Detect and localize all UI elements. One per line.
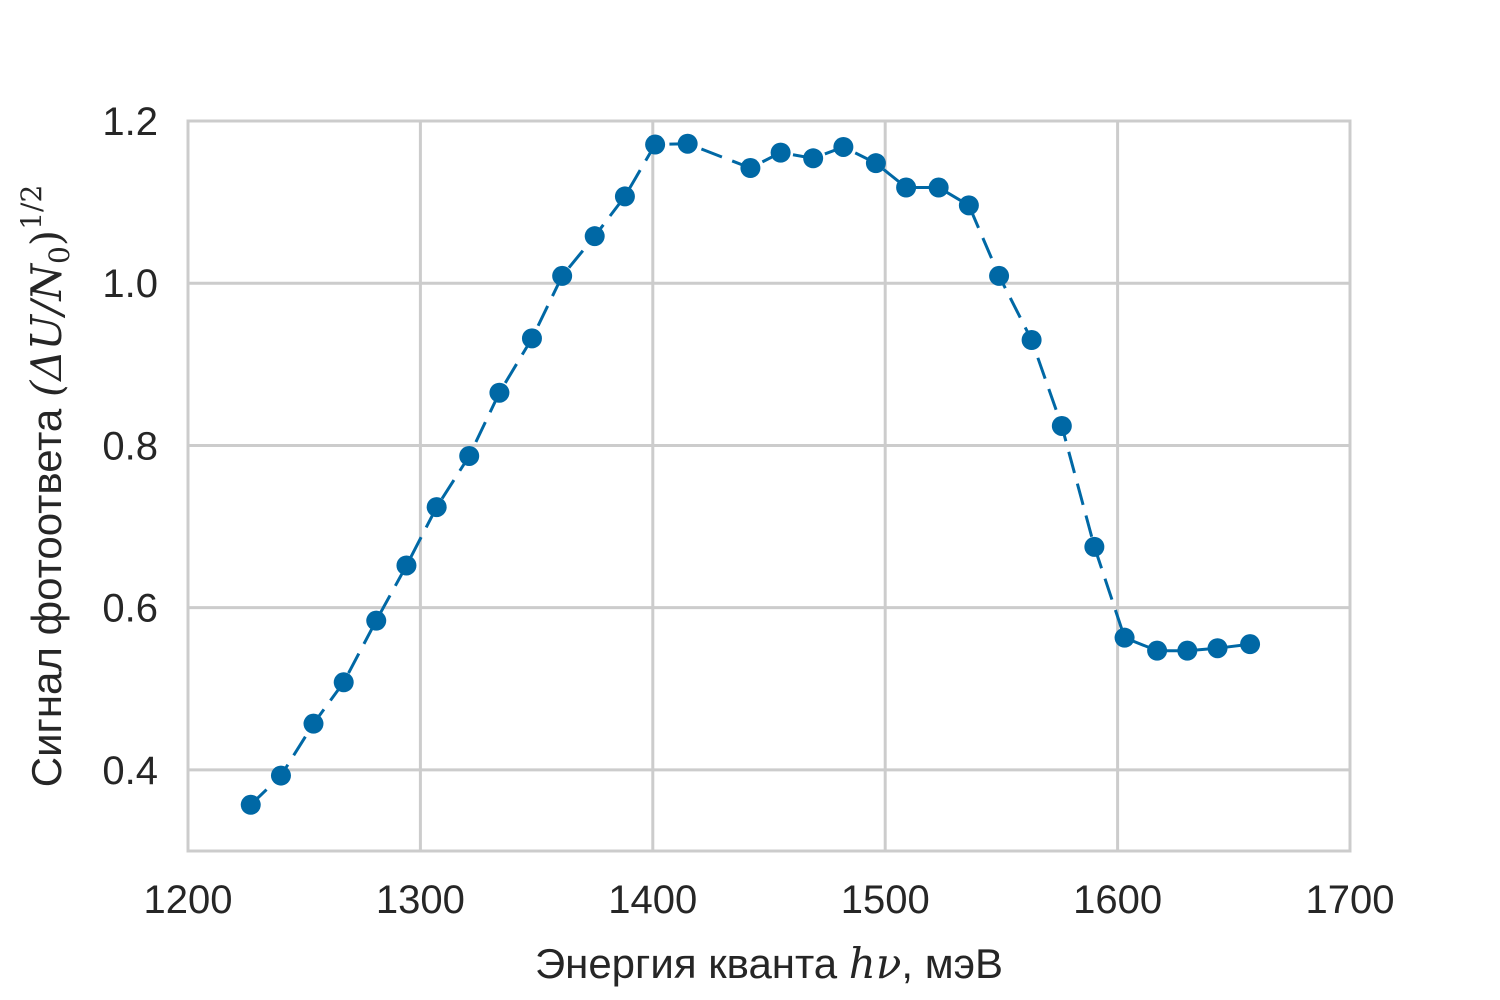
data-point [1021,330,1042,350]
y-axis-title-math: (ΔU/N [22,263,71,397]
data-point [552,265,573,286]
data-point [396,555,417,576]
data-point [833,136,854,157]
data-point [270,765,291,786]
data-point [303,713,324,734]
x-tick-labels: 1200 1300 1400 1500 1600 1700 [144,878,1395,922]
y-axis-title-sup: 1/2 [15,185,48,230]
x-tick-label: 1200 [144,878,233,922]
y-tick-labels: 0.4 0.6 0.8 1.0 1.2 [102,100,158,793]
data-point [584,226,605,247]
y-axis-title-close: ) [22,230,71,246]
data-point [740,158,761,179]
data-point [459,445,480,466]
data-point [677,133,698,154]
data-point [366,610,387,631]
y-tick-label: 0.6 [102,587,158,631]
data-point [896,177,917,198]
data-point [865,153,886,174]
data-point [333,672,354,693]
data-point [928,177,949,198]
x-tick-label: 1500 [841,878,930,922]
data-point [426,497,447,518]
x-axis-title-unit: , мэВ [901,940,1003,987]
plot-frame [186,119,1352,853]
y-tick-label: 0.8 [102,424,158,468]
x-tick-label: 1300 [376,878,465,922]
y-axis-title: Сигнал фотоответа (ΔU/N0)1/2 [15,185,76,788]
x-tick-label: 1400 [608,878,697,922]
data-point [240,794,261,815]
data-point [803,148,824,169]
data-point [1147,640,1168,661]
y-axis-title-text: Сигнал фотоответа [23,397,70,787]
data-point [958,195,979,216]
data-point [770,142,791,163]
data-point [1114,627,1135,648]
x-axis-title-text: Энергия кванта [535,940,849,987]
grid [188,121,1350,851]
data-point [989,265,1010,286]
series-line [249,142,1251,806]
data-point [1084,536,1105,557]
data-point [614,186,635,207]
data-point [521,328,542,349]
y-tick-label: 0.4 [102,749,158,793]
data-point [1207,638,1228,659]
x-tick-label: 1700 [1306,878,1395,922]
data-point [1051,415,1072,436]
data-point [489,382,510,403]
data-point [645,134,666,155]
x-axis-title-math: hν [849,939,902,988]
x-axis-title: Энергия кванта hν, мэВ [535,939,1003,988]
y-tick-label: 1.2 [102,100,158,144]
data-point [1177,640,1198,661]
y-axis-title-sub: 0 [43,246,76,264]
y-tick-label: 1.0 [102,262,158,306]
series [240,133,1261,815]
x-tick-label: 1600 [1073,878,1162,922]
data-point [1240,634,1261,655]
